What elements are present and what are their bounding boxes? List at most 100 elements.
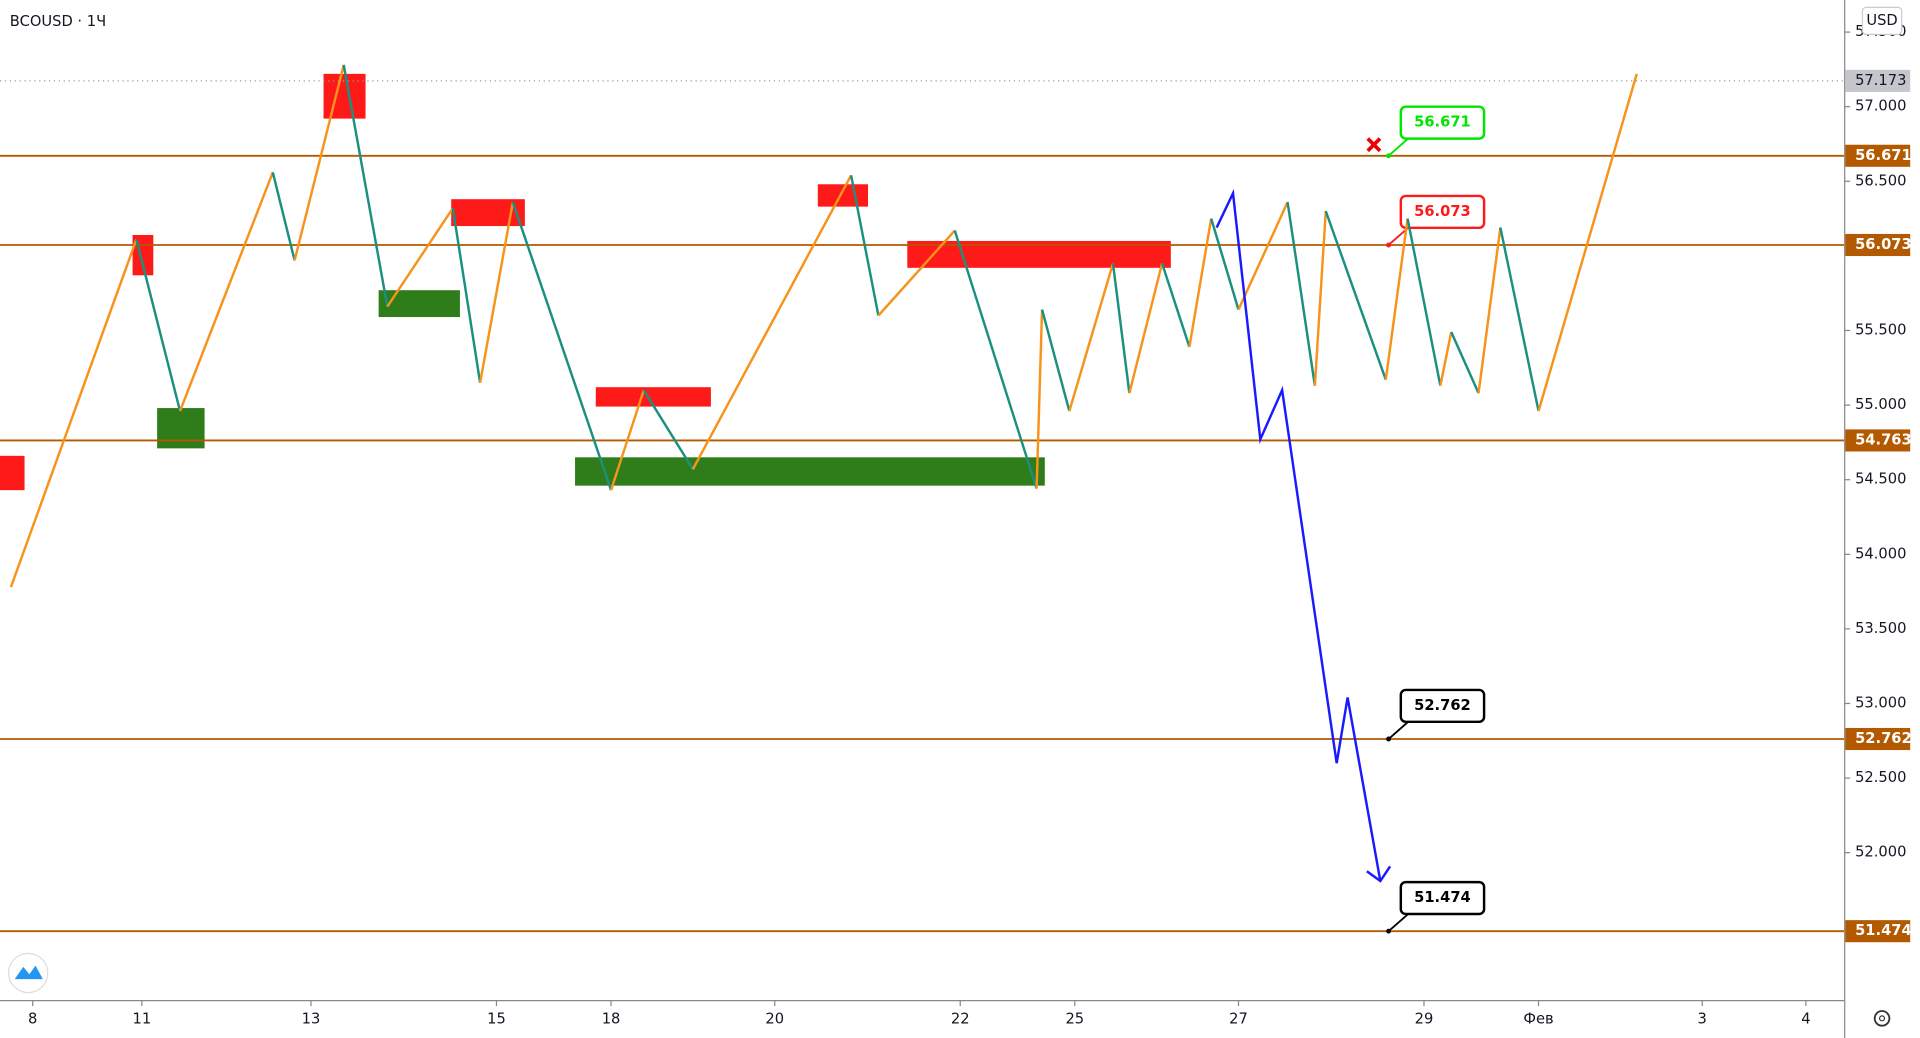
zigzag-segment — [342, 64, 389, 307]
x-tick-label: 3 — [1698, 1011, 1707, 1028]
currency-box — [1861, 6, 1903, 35]
level-label: 56.671 — [1855, 147, 1912, 164]
currency: USD — [1866, 12, 1897, 29]
zigzag-segment — [1210, 218, 1240, 310]
zigzag-segment — [1040, 309, 1071, 412]
level-label-box — [1845, 920, 1911, 943]
zigzag-segment — [478, 201, 515, 383]
y-tick-label: 55.000 — [1855, 396, 1906, 413]
zone — [817, 184, 869, 207]
zone — [157, 408, 205, 449]
zone — [595, 387, 711, 407]
level-label-box — [1845, 144, 1911, 167]
callout-anchor — [1386, 153, 1392, 159]
logo — [7, 952, 49, 994]
zone — [0, 455, 25, 491]
projection-arrowhead — [1366, 865, 1392, 883]
x-tick-label: 25 — [1065, 1011, 1084, 1028]
zone — [323, 73, 366, 119]
y-tick-label: 55.500 — [1855, 321, 1906, 338]
level-label-box — [1845, 429, 1911, 452]
y-tick-label: 53.000 — [1855, 694, 1906, 711]
x-tick-label: 8 — [28, 1011, 37, 1028]
callout-label: 56.671 — [1414, 114, 1471, 131]
zigzag-segment — [1237, 201, 1289, 311]
x-tick-label: 29 — [1415, 1011, 1434, 1028]
y-tick-label: 52.000 — [1855, 844, 1906, 861]
x-tick-label: 13 — [302, 1011, 321, 1028]
x-tick-label: 27 — [1229, 1011, 1248, 1028]
zigzag-segment — [1324, 210, 1387, 381]
x-tick-label: 4 — [1801, 1011, 1810, 1028]
zigzag-segment — [1450, 331, 1480, 394]
x-tick-label: 11 — [133, 1011, 152, 1028]
zigzag-segment — [1406, 218, 1442, 386]
zone — [575, 457, 1045, 486]
zigzag-segment — [1499, 227, 1540, 412]
zigzag-segment — [1439, 331, 1453, 386]
callout-anchor — [1386, 928, 1392, 934]
zigzag-segment — [1537, 73, 1638, 412]
zigzag-segment — [642, 389, 694, 470]
y-tick-label: 54.000 — [1855, 545, 1906, 562]
callout-label: 52.762 — [1414, 697, 1471, 714]
zigzag-segment — [1188, 218, 1213, 348]
zigzag-segment — [609, 389, 645, 491]
cancel-mark — [1366, 137, 1382, 153]
y-tick-label: 53.500 — [1855, 620, 1906, 637]
zigzag-segment — [877, 229, 956, 317]
zigzag-segment — [293, 64, 345, 261]
zigzag-segment — [9, 239, 138, 588]
level-label: 52.762 — [1855, 730, 1912, 747]
callout-box — [1399, 105, 1486, 140]
zigzag-segment — [1068, 262, 1115, 412]
x-tick-label: 15 — [487, 1011, 506, 1028]
zigzag-segment — [1128, 263, 1164, 394]
level-label: 51.474 — [1855, 922, 1912, 939]
x-tick-label: 20 — [765, 1011, 784, 1028]
zigzag-segment — [1035, 309, 1044, 489]
zigzag-segment — [691, 174, 853, 470]
level-label: 54.763 — [1855, 431, 1912, 448]
level-label-box — [1845, 233, 1911, 257]
zigzag-segment — [1477, 227, 1502, 394]
level-label: 56.073 — [1855, 236, 1912, 253]
callout-box — [1399, 880, 1486, 916]
zigzag-segment — [386, 207, 454, 308]
callout-box — [1399, 194, 1486, 230]
settings-icon[interactable] — [1873, 1010, 1891, 1027]
callout-anchor — [1386, 242, 1392, 248]
zigzag-segment — [953, 230, 1038, 490]
zigzag-segment — [1160, 262, 1191, 348]
y-tick-label: 57.000 — [1855, 98, 1906, 115]
y-tick-label: 52.500 — [1855, 769, 1906, 786]
x-tick-label: 18 — [602, 1011, 621, 1028]
zigzag-segment — [1384, 218, 1409, 380]
callout-anchor — [1386, 736, 1392, 742]
current-price-box — [1845, 69, 1911, 92]
y-tick-label: 56.500 — [1855, 172, 1906, 189]
zigzag-segment — [511, 201, 613, 491]
symbol-title: BCOUSD · 1Ч — [10, 13, 106, 30]
zone — [378, 290, 460, 318]
zigzag-segment — [271, 172, 296, 261]
callout-label: 51.474 — [1414, 889, 1471, 906]
zigzag-segment — [1313, 211, 1327, 386]
projection-line — [1215, 188, 1382, 882]
zigzag-segment — [135, 239, 182, 412]
y-tick-label: 54.500 — [1855, 471, 1906, 488]
zones — [0, 73, 1171, 491]
zigzag-segment — [1286, 201, 1317, 386]
zigzag-segment — [1111, 263, 1131, 394]
callout-box — [1399, 688, 1486, 724]
callout-label: 56.073 — [1414, 203, 1471, 220]
zigzag-segment — [451, 207, 482, 383]
x-tick-label: Фев — [1523, 1011, 1553, 1028]
current-price-label: 57.173 — [1855, 72, 1906, 89]
zigzag-segment — [849, 175, 880, 316]
lines: 56.671 56.073 52.762 51.474 — [0, 64, 1845, 934]
level-label-box — [1845, 727, 1911, 751]
x-tick-label: 22 — [951, 1011, 970, 1028]
